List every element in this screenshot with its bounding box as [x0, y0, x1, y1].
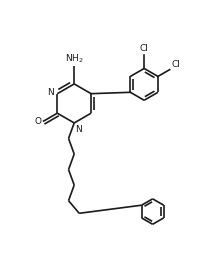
Text: N: N: [75, 125, 82, 134]
Text: Cl: Cl: [140, 44, 149, 53]
Text: O: O: [34, 117, 41, 126]
Text: NH$_2$: NH$_2$: [65, 52, 84, 65]
Text: N: N: [47, 88, 54, 97]
Text: Cl: Cl: [171, 60, 180, 69]
